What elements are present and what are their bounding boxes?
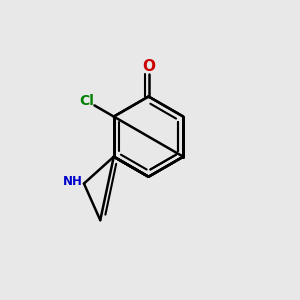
Text: NH: NH xyxy=(63,175,83,188)
Text: Cl: Cl xyxy=(79,94,94,108)
Text: O: O xyxy=(142,59,155,74)
